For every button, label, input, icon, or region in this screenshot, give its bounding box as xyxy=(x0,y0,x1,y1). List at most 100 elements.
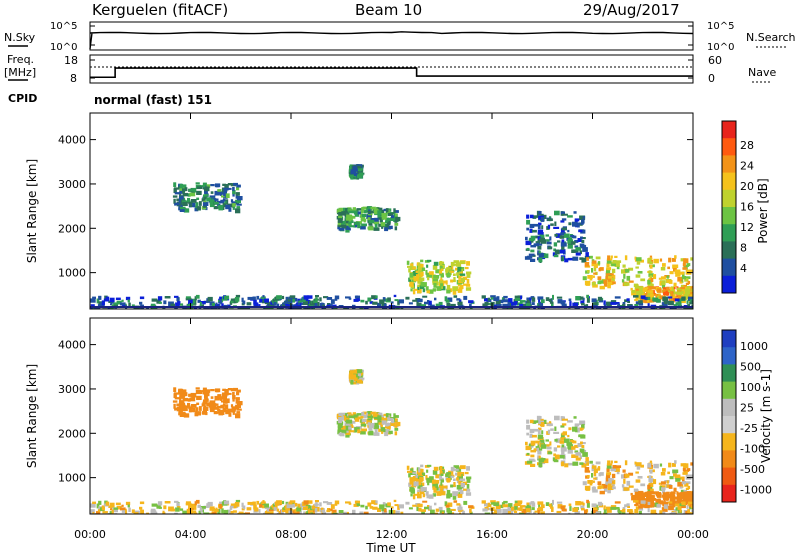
colorbar-swatch xyxy=(722,189,736,208)
power-cell xyxy=(96,298,100,304)
velocity-cell xyxy=(228,412,232,417)
velocity-cell xyxy=(338,412,343,416)
power-cell xyxy=(353,298,359,302)
velocity-cell xyxy=(233,510,237,513)
velocity-cell xyxy=(450,508,456,511)
power-cell xyxy=(221,195,225,198)
velocity-cell xyxy=(615,507,620,510)
power-cell xyxy=(377,214,382,219)
power-cell xyxy=(188,200,191,203)
velocity-cell xyxy=(413,493,418,496)
power-cell xyxy=(210,191,214,194)
power-cell xyxy=(432,288,436,292)
power-cell xyxy=(407,265,413,268)
noise-tick-marks xyxy=(90,25,693,46)
velocity-cell xyxy=(297,506,300,510)
velocity-cell xyxy=(458,480,462,485)
velocity-cell xyxy=(689,512,693,514)
power-cell xyxy=(178,206,181,211)
power-cell xyxy=(532,229,537,233)
velocity-cell xyxy=(352,412,356,416)
power-cell xyxy=(514,297,521,302)
power-cell xyxy=(484,307,491,309)
power-cell xyxy=(575,296,581,301)
velocity-cell xyxy=(175,507,180,512)
power-cell xyxy=(270,300,274,305)
velocity-cell xyxy=(425,491,429,496)
power-cell xyxy=(377,302,381,307)
cpid-value: normal (fast) 151 xyxy=(94,93,212,107)
power-cell xyxy=(410,288,413,292)
power-cell xyxy=(642,287,648,292)
velocity-cell xyxy=(677,482,683,487)
velocity-cell xyxy=(225,404,229,410)
velocity-cell xyxy=(635,501,639,506)
power-cell xyxy=(554,221,557,226)
velocity-cell xyxy=(650,491,656,495)
power-cell xyxy=(303,295,309,300)
power-cell xyxy=(661,282,666,285)
power-cell xyxy=(412,289,416,295)
power-cell xyxy=(450,279,454,283)
velocity-cell xyxy=(256,500,260,505)
velocity-cell xyxy=(374,422,379,427)
velocity-cell xyxy=(440,488,444,493)
power-cell xyxy=(564,233,570,238)
power-cell xyxy=(435,281,439,286)
velocity-cell xyxy=(687,509,691,514)
velocity-cell xyxy=(499,504,504,509)
power-cell xyxy=(156,299,161,304)
velocity-cell xyxy=(170,508,175,512)
velocity-cell xyxy=(612,486,616,490)
velocity-cell xyxy=(564,463,569,468)
velocity-cell xyxy=(584,467,590,472)
velocity-cell xyxy=(581,445,585,448)
velocity-cell xyxy=(285,509,290,514)
velocity-cell xyxy=(151,511,158,514)
power-cell xyxy=(663,291,670,296)
power-cell xyxy=(683,294,689,299)
velocity-cell xyxy=(434,502,437,506)
velocity-cell xyxy=(459,478,466,481)
power-cell xyxy=(530,249,535,253)
power-cell xyxy=(538,301,544,307)
velocity-cell xyxy=(360,423,367,427)
velocity-cell xyxy=(634,461,637,465)
nave-tick-top: 60 xyxy=(708,54,722,67)
power-cell xyxy=(519,307,524,309)
power-cell xyxy=(361,214,367,218)
velocity-cell xyxy=(616,471,620,475)
velocity-cell xyxy=(649,469,653,474)
velocity-cell xyxy=(603,485,608,489)
velocity-cell xyxy=(433,480,440,484)
velocity-cell xyxy=(382,511,388,514)
velocity-cell xyxy=(568,442,572,445)
velocity-cell xyxy=(519,508,524,511)
velocity-ylabel: Slant Range [km] xyxy=(25,364,39,468)
velocity-cell xyxy=(662,493,666,499)
power-cell xyxy=(225,204,231,210)
velocity-cell xyxy=(348,415,355,419)
velocity-cell xyxy=(372,506,378,510)
velocity-cell xyxy=(525,512,531,514)
power-cell xyxy=(357,224,361,229)
y-tick-label: 1000 xyxy=(58,267,86,280)
velocity-cell xyxy=(128,507,131,512)
power-cell xyxy=(545,297,550,301)
velocity-cell xyxy=(203,399,209,402)
power-cell xyxy=(561,232,566,236)
power-cell xyxy=(481,295,486,299)
power-cell xyxy=(586,294,589,299)
power-cell xyxy=(189,192,196,197)
velocity-cell xyxy=(572,461,579,466)
power-cell xyxy=(638,300,643,304)
velocity-cell xyxy=(232,392,235,396)
power-cell xyxy=(345,217,350,221)
velocity-cell xyxy=(623,487,630,491)
velocity-cell xyxy=(380,422,383,428)
power-cell xyxy=(647,258,652,263)
power-cell xyxy=(385,220,391,224)
power-cell xyxy=(607,255,610,261)
velocity-cell xyxy=(432,483,439,487)
